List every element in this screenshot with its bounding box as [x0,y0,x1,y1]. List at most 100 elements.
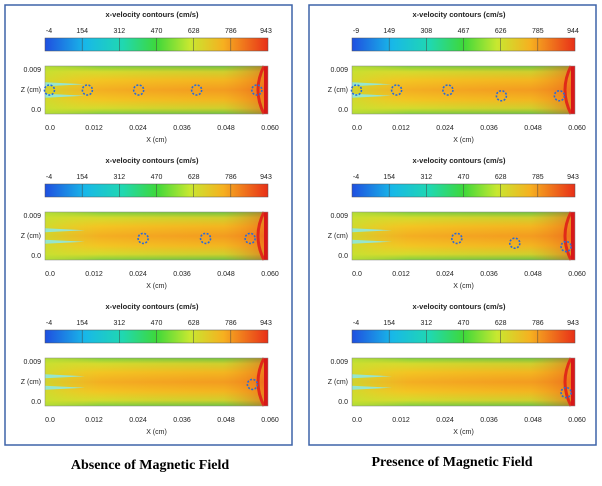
x-tick-label: 0.048 [524,271,542,278]
colorbar-label: 149 [383,28,395,35]
caption: Absence of Magnetic Field [71,458,229,473]
colorbar-label: 154 [76,174,88,181]
colorbar-label: 308 [420,28,432,35]
x-axis-label: X (cm) [453,429,474,436]
flow-shade [45,358,268,406]
x-tick-label: 0.048 [524,417,542,424]
y-tick-label: 0.009 [23,67,41,74]
flow-shade [352,66,575,114]
colorbar-label: 943 [260,28,272,35]
domain-border [351,211,576,261]
outlet-edge [571,66,575,114]
y-tick-label: 0.009 [330,359,348,366]
colorbar-label: 944 [567,28,579,35]
domain-border [351,357,576,407]
x-tick-label: 0.0 [352,417,362,424]
contour-plot: x-velocity contours (cm/s) -4 154 312 470 628… [21,10,279,144]
inlet-jet [352,374,392,379]
domain-border [44,211,269,261]
colorbar-label: 470 [458,320,470,327]
colorbar-label: 467 [458,28,470,35]
contour-plot: x-velocity contours (cm/s) -4 154 312 470 628… [328,302,586,436]
bubble [81,84,94,96]
x-axis-label: X (cm) [146,283,167,290]
x-tick-label: 0.060 [568,271,586,278]
x-tick-label: 0.0 [352,271,362,278]
colorbar-label: 312 [420,320,432,327]
x-tick-label: 0.024 [436,417,454,424]
x-tick-label: 0.024 [129,125,147,132]
inlet-jet [45,374,85,379]
colorbar-label: 943 [567,174,579,181]
y-tick-label: 0.009 [330,213,348,220]
colorbar-label: 628 [188,28,200,35]
colorbar-label: 470 [151,320,163,327]
x-tick-label: 0.060 [261,417,279,424]
outlet-arc [256,65,266,115]
colorbar-label: 785 [532,174,544,181]
y-tick-label: 0.0 [338,107,348,114]
inlet-jet [352,228,392,233]
x-axis-label: X (cm) [146,429,167,436]
inlet-jet [45,385,85,390]
flow-shade [45,212,268,260]
x-tick-label: 0.012 [392,125,410,132]
x-tick-label: 0.048 [217,125,235,132]
y-tick-label: 0.0 [31,107,41,114]
x-axis-label: X (cm) [453,137,474,144]
bubble [132,84,145,96]
flow-shade [45,66,268,114]
outlet-edge [264,212,268,260]
bubble [190,84,203,96]
plot-title: x-velocity contours (cm/s) [106,10,199,19]
x-tick-label: 0.060 [568,125,586,132]
panel-border [4,4,293,446]
x-tick-label: 0.0 [45,271,55,278]
x-tick-label: 0.024 [436,125,454,132]
colorbar-label: 470 [458,174,470,181]
plot-title: x-velocity contours (cm/s) [106,302,199,311]
colorbar-label: 312 [113,320,125,327]
colorbar-label: 628 [495,174,507,181]
x-tick-label: 0.060 [261,271,279,278]
x-tick-label: 0.036 [173,125,191,132]
bubble [495,89,508,102]
inlet-jet [45,228,85,233]
colorbar-label: -4 [46,28,52,35]
x-tick-label: 0.036 [480,125,498,132]
y-axis-label: Z (cm) [328,379,348,386]
colorbar-label: 312 [113,28,125,35]
contour-plot: x-velocity contours (cm/s) -4 154 312 470 628… [21,156,279,290]
colorbar-label: 470 [151,174,163,181]
x-tick-label: 0.012 [392,271,410,278]
colorbar-label: 943 [260,320,272,327]
outlet-arc [563,357,573,407]
inlet-jet [352,239,392,244]
x-tick-label: 0.048 [524,125,542,132]
outlet-arc [256,357,266,407]
x-tick-label: 0.012 [392,417,410,424]
bubble [390,84,403,96]
x-tick-label: 0.060 [261,125,279,132]
colorbar-label: -4 [353,174,359,181]
y-tick-label: 0.009 [330,67,348,74]
colorbar-label: 154 [76,320,88,327]
outlet-arc [256,211,266,261]
x-tick-label: 0.024 [129,271,147,278]
y-tick-label: 0.009 [23,213,41,220]
colorbar-label: -4 [46,174,52,181]
colorbar-label: 943 [567,320,579,327]
x-tick-label: 0.060 [568,417,586,424]
x-tick-label: 0.012 [85,125,103,132]
x-tick-label: 0.024 [129,417,147,424]
outlet-edge [264,66,268,114]
x-tick-label: 0.0 [45,417,55,424]
colorbar-label: 470 [151,28,163,35]
x-tick-label: 0.036 [480,417,498,424]
colorbar-label: 312 [113,174,125,181]
inlet-jet [352,93,392,98]
inlet-jet [45,239,85,244]
x-tick-label: 0.0 [352,125,362,132]
contour-plot: x-velocity contours (cm/s) -4 154 312 470 628… [328,156,586,290]
